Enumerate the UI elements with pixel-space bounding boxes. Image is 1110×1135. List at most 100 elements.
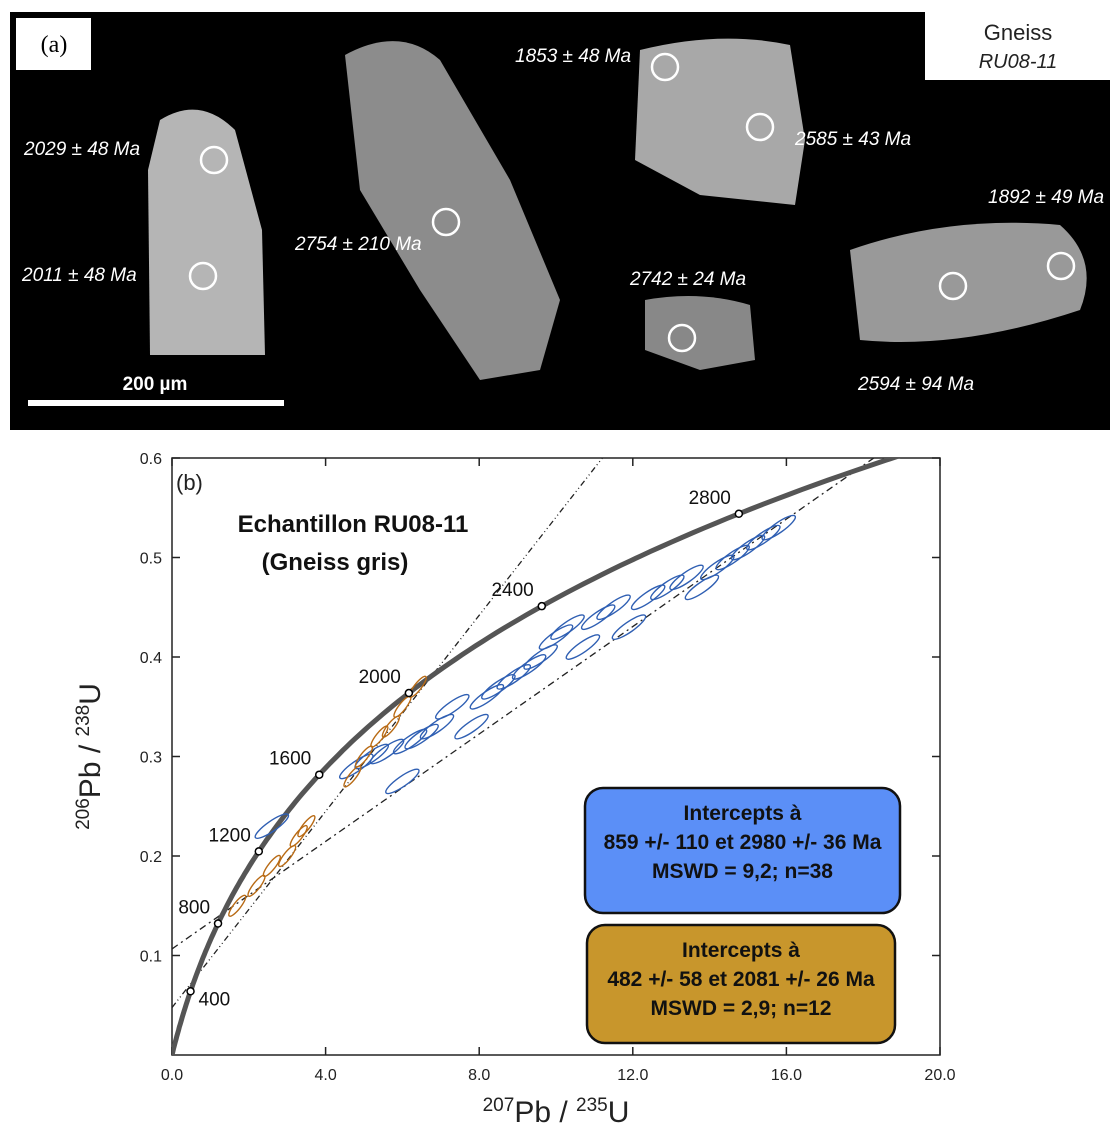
error-ellipse xyxy=(481,673,516,700)
intercept-text: Intercepts à xyxy=(684,802,802,825)
spot-age: 1853 ± 48 Ma xyxy=(515,46,631,67)
error-ellipse xyxy=(580,604,616,631)
spot-age: 2742 ± 24 Ma xyxy=(629,269,746,290)
panel-label: (b) xyxy=(176,470,203,495)
error-ellipse xyxy=(262,854,282,878)
spot-age: 2029 ± 48 Ma xyxy=(23,139,140,160)
x-tick-label: 12.0 xyxy=(617,1067,648,1084)
spot-age: 1892 ± 49 Ma xyxy=(988,187,1104,208)
x-tick-label: 16.0 xyxy=(771,1067,802,1084)
spot xyxy=(938,271,968,301)
error-ellipse xyxy=(496,664,532,690)
grain xyxy=(645,296,755,370)
age-marker-label: 1600 xyxy=(269,749,311,770)
axis-label-element: Pb / xyxy=(514,1096,576,1129)
x-tick-label: 8.0 xyxy=(468,1067,490,1084)
axis-label: 207Pb / 235U xyxy=(483,1095,630,1129)
spot xyxy=(188,261,218,291)
spot-age: 2594 ± 94 Ma xyxy=(857,374,974,395)
spot xyxy=(667,323,697,353)
scale-bar xyxy=(28,400,284,406)
error-ellipse xyxy=(669,564,704,591)
spots xyxy=(188,52,1076,353)
error-ellipse xyxy=(454,713,489,740)
error-ellipse xyxy=(630,584,666,611)
error-ellipse xyxy=(469,683,505,710)
error-ellipse xyxy=(254,813,290,840)
age-marker-label: 2400 xyxy=(491,580,533,601)
error-ellipse xyxy=(385,768,420,795)
error-ellipse xyxy=(343,765,362,788)
x-tick-label: 20.0 xyxy=(924,1067,955,1084)
y-tick-label: 0.2 xyxy=(140,849,162,866)
error-ellipse xyxy=(434,693,470,720)
error-ellipse xyxy=(699,554,735,581)
grain xyxy=(635,38,805,205)
intercept-text: 482 +/- 58 et 2081 +/- 26 Ma xyxy=(607,968,875,991)
error-ellipse xyxy=(565,634,601,660)
error-ellipse xyxy=(297,814,316,838)
sample-name: Gneiss xyxy=(984,20,1052,45)
sample-id: RU08-11 xyxy=(979,51,1058,73)
y-tick-label: 0.6 xyxy=(140,451,162,468)
error-ellipse xyxy=(419,713,455,740)
error-ellipse xyxy=(381,715,401,738)
age-marker-label: 2800 xyxy=(689,488,731,509)
axis-label-mass: 238 xyxy=(73,705,94,737)
intercept-text: Intercepts à xyxy=(682,939,800,962)
error-ellipse xyxy=(247,874,266,898)
error-ellipse xyxy=(511,654,547,680)
discordia-line xyxy=(172,458,875,950)
y-tick-label: 0.5 xyxy=(140,551,162,568)
age-marker-label: 1200 xyxy=(209,825,251,846)
spot xyxy=(745,112,775,142)
error-ellipse xyxy=(404,723,439,750)
scale-bar-label: 200 µm xyxy=(123,374,188,395)
error-ellipse xyxy=(538,624,574,650)
error-ellipse xyxy=(684,574,720,601)
spot xyxy=(431,207,461,237)
spot-age: 2011 ± 48 Ma xyxy=(21,265,137,286)
error-ellipse xyxy=(354,745,374,768)
x-tick-label: 0.0 xyxy=(161,1067,183,1084)
intercept-box xyxy=(583,786,902,915)
error-ellipse xyxy=(611,614,647,641)
chart-subtitle: (Gneiss gris) xyxy=(262,549,409,576)
axis-label-mass: 206 xyxy=(73,798,94,830)
error-ellipse xyxy=(550,614,585,641)
error-ellipse xyxy=(715,544,750,571)
age-marker-label: 400 xyxy=(199,989,231,1010)
intercept-text: 859 +/- 110 et 2980 +/- 36 Ma xyxy=(604,831,882,854)
panel-label: (a) xyxy=(41,32,68,58)
axis-label-element: U xyxy=(608,1096,630,1129)
error-ellipse xyxy=(761,514,797,541)
error-ellipse xyxy=(278,844,297,868)
spot xyxy=(1046,251,1076,281)
error-ellipse xyxy=(596,594,631,621)
age-marker-label: 800 xyxy=(178,898,210,919)
intercept-text: MSWD = 9,2; n=38 xyxy=(652,860,833,883)
age-marker xyxy=(537,601,547,611)
grain xyxy=(148,109,265,355)
intercept-text: MSWD = 2,9; n=12 xyxy=(651,997,832,1020)
spot xyxy=(199,145,229,175)
error-ellipse xyxy=(650,574,685,601)
grain xyxy=(850,222,1087,342)
age-marker xyxy=(254,847,264,856)
axis-label-mass: 235 xyxy=(576,1095,608,1116)
concordia-curve xyxy=(172,458,901,1055)
axis-label-mass: 207 xyxy=(483,1095,515,1116)
age-marker xyxy=(734,509,744,519)
error-ellipse xyxy=(523,644,558,670)
error-ellipse xyxy=(369,738,405,765)
error-ellipse xyxy=(730,534,766,561)
age-marker xyxy=(186,987,195,996)
axis-label-element: U xyxy=(74,683,107,705)
age-marker-label: 2000 xyxy=(359,667,401,688)
error-ellipse xyxy=(228,894,247,917)
axis-label: 206Pb / 238U xyxy=(73,683,107,830)
error-ellipse xyxy=(289,824,308,848)
panel-label-box xyxy=(16,18,91,70)
age-marker xyxy=(213,919,223,928)
